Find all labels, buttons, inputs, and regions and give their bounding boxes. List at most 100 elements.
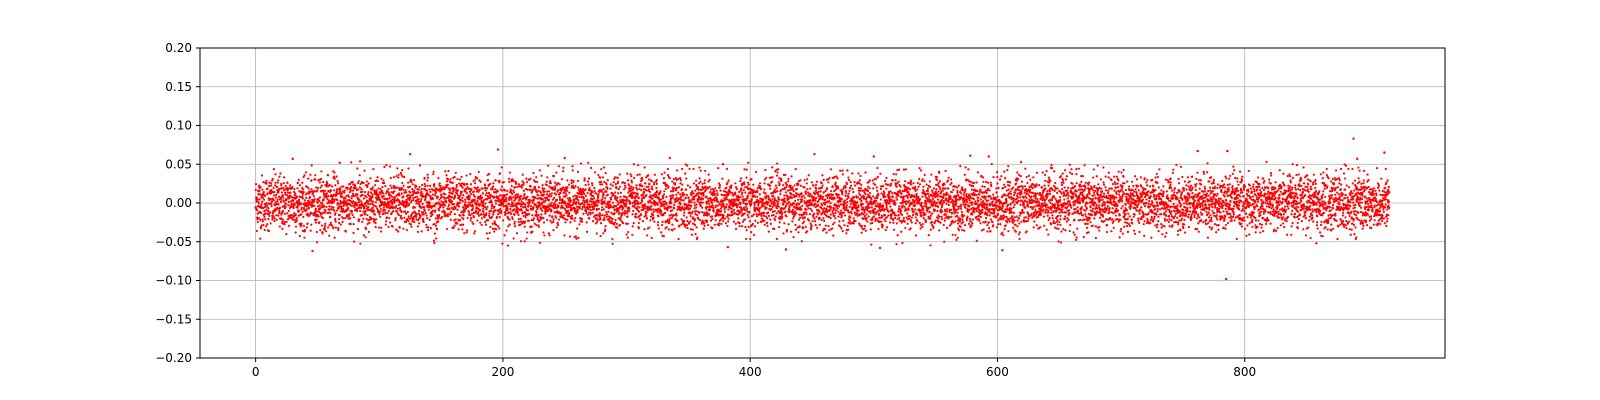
data-point <box>779 189 782 192</box>
data-point <box>449 218 452 221</box>
data-point <box>576 208 579 212</box>
data-point <box>782 203 785 206</box>
data-point <box>680 188 684 191</box>
data-point <box>385 220 388 223</box>
data-point <box>599 218 602 221</box>
data-point <box>481 187 484 190</box>
data-point <box>878 213 881 217</box>
data-point <box>814 183 818 187</box>
data-point <box>607 210 610 213</box>
data-point <box>684 225 687 229</box>
data-point <box>464 190 467 193</box>
data-point <box>406 210 409 214</box>
data-point <box>827 215 830 218</box>
data-point <box>455 185 458 189</box>
data-point <box>580 193 583 196</box>
data-point <box>382 179 385 182</box>
data-point <box>533 186 537 189</box>
data-point <box>319 177 323 181</box>
data-point <box>641 200 644 203</box>
data-point <box>673 183 677 186</box>
data-point <box>881 226 884 229</box>
data-point <box>615 204 618 208</box>
data-point <box>448 203 451 206</box>
data-point <box>841 173 844 176</box>
data-point <box>415 213 419 216</box>
data-point <box>463 210 466 213</box>
data-point <box>280 184 283 187</box>
data-point <box>283 200 286 203</box>
data-point <box>630 175 633 178</box>
data-point <box>283 223 286 226</box>
data-point <box>793 214 796 217</box>
data-point <box>707 224 710 227</box>
data-point <box>675 196 678 199</box>
data-point <box>506 208 509 211</box>
data-point <box>581 201 584 204</box>
data-point <box>408 185 412 188</box>
data-point <box>555 216 558 219</box>
data-point <box>591 220 595 223</box>
data-point <box>550 209 553 213</box>
data-point <box>395 210 398 213</box>
data-point <box>871 221 874 225</box>
data-point <box>425 194 428 197</box>
data-point <box>384 192 387 195</box>
data-point <box>746 194 749 197</box>
data-point <box>694 194 697 197</box>
data-point <box>671 180 674 183</box>
data-point <box>285 220 288 223</box>
data-point <box>280 191 284 194</box>
data-point <box>795 188 798 191</box>
data-point <box>783 197 786 200</box>
data-point <box>746 207 749 210</box>
data-point <box>370 187 374 191</box>
data-point <box>427 208 430 211</box>
data-point <box>437 177 440 180</box>
data-point <box>369 191 373 194</box>
data-point <box>548 192 552 196</box>
data-point <box>264 208 268 212</box>
data-point <box>507 225 510 228</box>
data-point <box>385 164 388 167</box>
data-point <box>679 195 683 199</box>
data-point <box>589 211 592 215</box>
data-point <box>361 190 364 193</box>
data-point <box>611 201 615 204</box>
data-point <box>323 226 326 230</box>
data-point <box>706 197 710 200</box>
data-point <box>741 191 744 194</box>
data-point <box>342 185 345 188</box>
data-point <box>284 205 287 208</box>
data-point <box>305 196 308 199</box>
data-point <box>602 166 606 169</box>
data-point <box>529 177 532 180</box>
data-point <box>425 214 428 217</box>
data-point <box>597 173 600 177</box>
data-point <box>769 218 772 221</box>
data-point <box>787 180 790 183</box>
data-point <box>469 172 472 176</box>
data-point <box>400 192 403 195</box>
data-point <box>403 175 406 179</box>
data-point <box>567 209 570 212</box>
data-point <box>328 234 331 237</box>
data-point <box>408 203 411 206</box>
data-point <box>513 213 516 216</box>
data-point <box>810 228 813 231</box>
data-point <box>443 197 446 200</box>
data-point <box>516 185 520 188</box>
data-point <box>309 190 312 193</box>
data-point <box>677 191 680 194</box>
data-point <box>588 217 591 220</box>
data-point <box>625 196 628 199</box>
data-point <box>753 203 756 207</box>
data-point <box>429 190 432 193</box>
data-point <box>409 195 412 198</box>
data-point <box>725 186 728 189</box>
data-point <box>766 221 769 224</box>
data-point <box>254 183 258 186</box>
data-point <box>750 197 753 201</box>
data-point <box>338 203 342 206</box>
data-point <box>645 217 649 220</box>
